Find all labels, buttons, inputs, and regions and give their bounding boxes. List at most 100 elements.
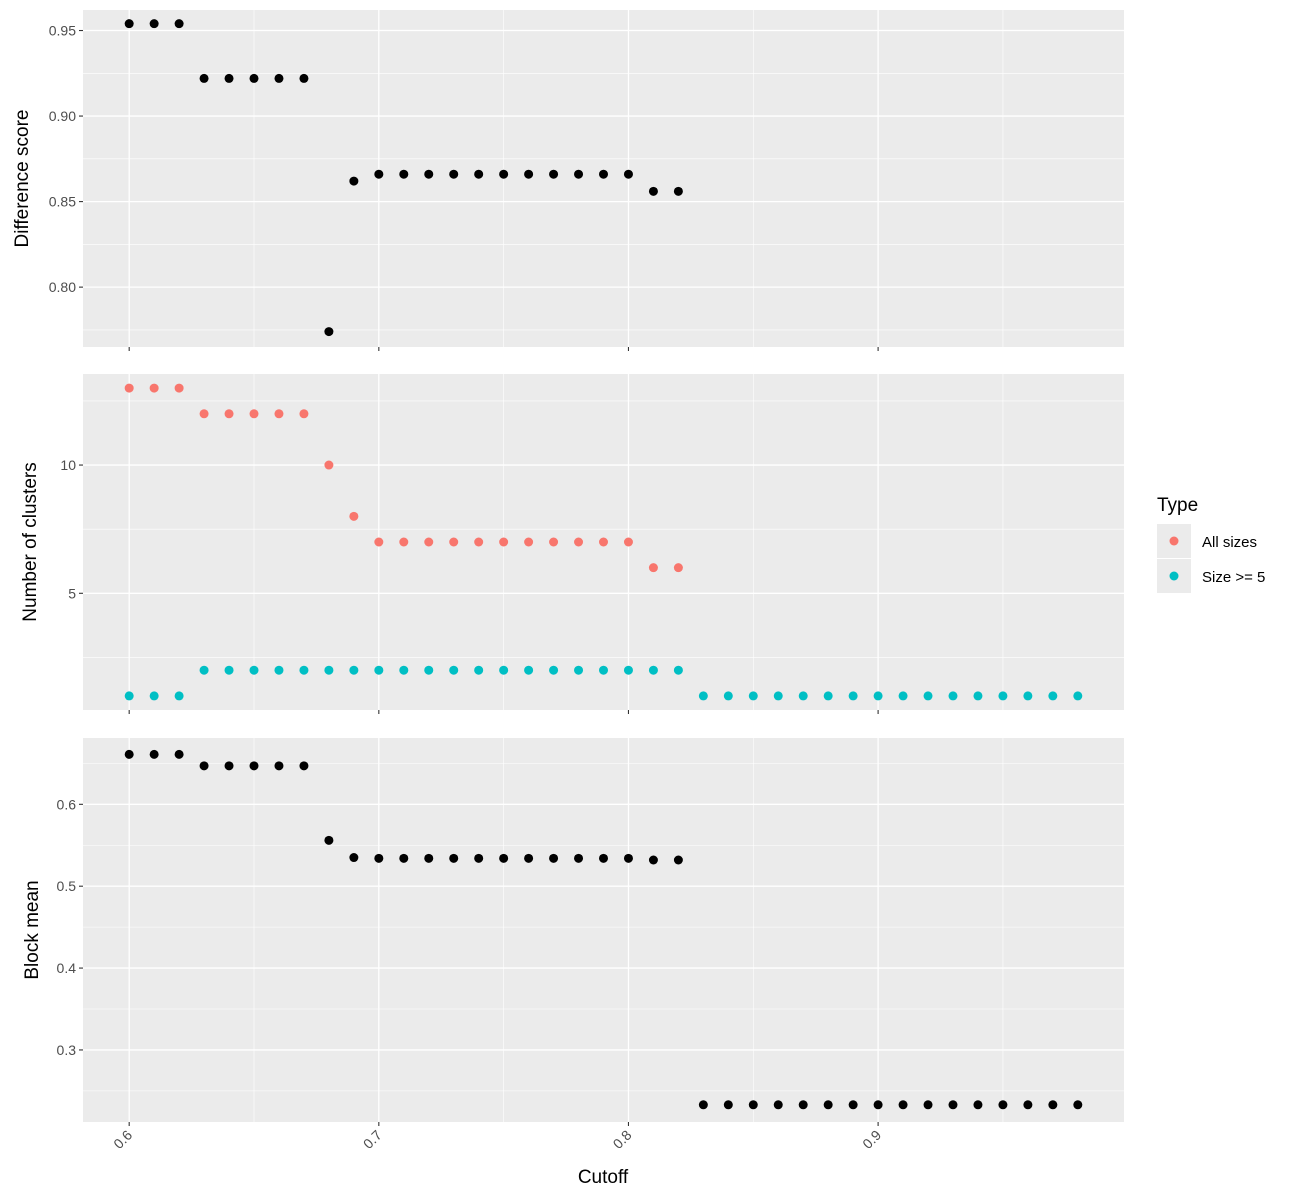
data-point [224,73,234,83]
data-point [249,761,259,771]
data-point [599,665,608,675]
data-point [673,186,683,196]
data-point [174,19,184,29]
data-point [1048,691,1058,701]
data-point [1023,1100,1033,1110]
data-point [499,169,509,179]
data-point [574,537,584,547]
data-point [1023,691,1033,701]
data-point [349,853,359,863]
data-point [873,691,883,701]
panel-number-of-clusters: 5 10 Number of clusters [20,374,1124,714]
data-point [299,73,309,83]
data-point [274,409,284,419]
data-point [848,1100,858,1110]
data-point [998,691,1008,701]
data-point [174,691,184,701]
data-point [973,1100,983,1110]
data-point [399,665,409,675]
data-point [1073,1100,1083,1110]
data-point [923,1100,933,1110]
data-point [574,853,584,863]
data-point [524,665,534,675]
data-point [399,169,409,179]
data-point [374,853,384,863]
data-point [549,169,559,179]
data-point [574,169,584,179]
x-tick-label: 0.6 [110,1127,135,1152]
data-point [499,853,509,863]
data-point [124,383,134,393]
data-point [249,665,259,675]
y-axis-title: Number of clusters [20,462,41,621]
data-point [374,169,384,179]
data-point [773,1100,783,1110]
data-point [424,169,434,179]
data-point [948,1100,958,1110]
data-point [324,665,334,675]
data-point [923,691,933,701]
data-point [648,855,658,865]
panel-background [83,738,1124,1122]
data-point [249,409,259,419]
data-point [648,665,658,675]
y-tick-label: 0.80 [49,279,76,295]
data-point [199,409,209,419]
y-tick-label: 0.4 [57,960,77,976]
data-point [274,73,284,83]
y-tick-label: 0.5 [57,878,77,894]
data-point [1048,1100,1058,1110]
data-point [199,761,209,771]
data-point [449,665,459,675]
data-point [524,853,534,863]
data-point [374,537,384,547]
x-tick-label: 0.7 [360,1127,385,1152]
data-point [399,537,409,547]
data-point [299,409,309,419]
data-point [823,691,833,701]
data-point [249,73,259,83]
data-point [673,855,683,865]
data-point [299,761,309,771]
data-point [199,73,209,83]
data-point [998,1100,1008,1110]
legend-key-all-sizes [1169,536,1179,546]
x-tick-label: 0.8 [610,1127,635,1152]
data-point [149,749,159,759]
data-point [474,853,484,863]
data-point [599,169,608,179]
data-point [449,853,459,863]
legend-label-size-ge-5: Size >= 5 [1202,569,1265,586]
data-point [848,691,858,701]
data-point [499,537,509,547]
legend-key-size-ge-5 [1169,571,1179,581]
data-point [648,186,658,196]
data-point [549,853,559,863]
data-point [549,665,559,675]
y-tick-label: 0.6 [57,796,77,812]
data-point [324,835,334,845]
panels-layer: 0.80 0.85 0.90 0.95 Difference score 5 10 Numbe… [12,10,1124,1152]
data-point [499,665,509,675]
data-point [124,691,134,701]
data-point [349,176,359,186]
data-point [474,665,484,675]
data-point [599,537,608,547]
y-axis-title: Difference score [12,110,33,248]
data-point [723,691,733,701]
data-point [798,691,808,701]
data-point [623,537,633,547]
y-tick-label: 0.3 [57,1042,77,1058]
data-point [599,853,608,863]
y-axis-title: Block mean [22,880,43,979]
data-point [424,537,434,547]
data-point [224,761,234,771]
legend-label-all-sizes: All sizes [1202,534,1257,551]
data-point [149,19,159,29]
data-point [299,665,309,675]
legend: Type All sizes Size >= 5 [1157,495,1265,593]
data-point [698,691,708,701]
y-tick-label: 0.90 [49,108,76,124]
data-point [748,1100,758,1110]
